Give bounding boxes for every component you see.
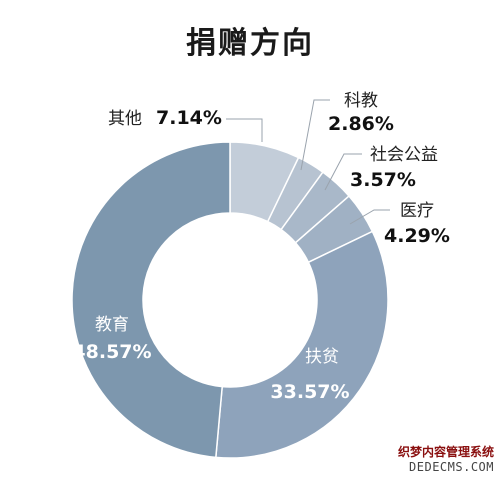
slice-5 — [71, 141, 231, 459]
leader-line-2 — [324, 153, 362, 191]
label-pct-3: 4.29% — [384, 225, 450, 247]
label-pct-4: 33.57% — [270, 381, 349, 403]
label-name-0: 其他 — [108, 109, 142, 129]
watermark-line2: DEDECMS.COM — [409, 460, 494, 474]
slice-4 — [215, 230, 389, 459]
label-name-2: 社会公益 — [370, 145, 438, 165]
label-pct-0: 7.14% — [156, 107, 222, 129]
label-pct-5: 48.57% — [72, 341, 151, 363]
leader-line-3 — [349, 209, 390, 225]
leader-line-1 — [300, 99, 330, 171]
label-name-3: 医疗 — [400, 201, 434, 221]
label-name-1: 科教 — [344, 91, 378, 111]
label-name-5: 教育 — [95, 315, 129, 335]
label-name-4: 扶贫 — [305, 347, 339, 367]
chart-title: 捐赠方向 — [186, 26, 314, 61]
watermark-line1: 织梦内容管理系统 — [397, 445, 494, 459]
label-pct-1: 2.86% — [328, 113, 394, 135]
leader-line-0 — [226, 118, 263, 142]
watermark: 织梦内容管理系统 DEDECMS.COM — [398, 445, 494, 475]
label-pct-2: 3.57% — [350, 169, 416, 191]
